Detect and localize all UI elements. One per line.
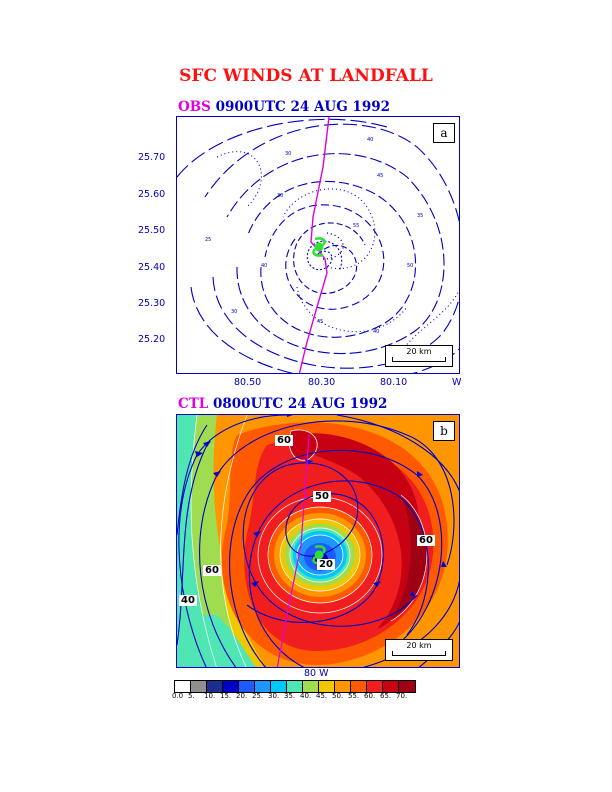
legend-swatch: [383, 681, 399, 692]
svg-text:40: 40: [261, 263, 267, 269]
panel-a-plot: 30 40 30 45 25 30 50 40 45 35 40 55 a 20 km: [176, 116, 460, 374]
panel-b-contour-label: 50: [313, 491, 331, 502]
legend-label: 30.: [268, 692, 280, 700]
panel-a-xtick: 80.50: [234, 377, 262, 388]
panel-b-title: CTL 0800UTC 24 AUG 1992: [178, 396, 387, 412]
svg-text:50: 50: [407, 263, 413, 269]
svg-text:40: 40: [373, 329, 379, 335]
legend-swatch: [175, 681, 191, 692]
legend-swatch: [399, 681, 415, 692]
panel-a-time: 0900UTC 24 AUG 1992: [215, 99, 390, 115]
legend-label: 25.: [252, 692, 264, 700]
legend-swatch: [223, 681, 239, 692]
panel-a-ytick: 25.40: [138, 262, 166, 273]
legend-swatch: [287, 681, 303, 692]
panel-a-tag: OBS: [178, 99, 211, 115]
panel-a-letter: a: [433, 123, 455, 143]
legend-swatch: [239, 681, 255, 692]
legend-swatch: [351, 681, 367, 692]
panel-b-contour-label: 60: [275, 435, 293, 446]
svg-text:25: 25: [205, 237, 211, 243]
color-legend: [174, 680, 416, 693]
legend-swatch: [367, 681, 383, 692]
panel-a-ytick: 25.60: [138, 189, 166, 200]
legend-label: 15.: [220, 692, 232, 700]
legend-swatch: [191, 681, 207, 692]
legend-label: 70.: [396, 692, 408, 700]
panel-b-wind-field: [177, 415, 459, 667]
svg-text:45: 45: [377, 173, 383, 179]
legend-label: 55.: [348, 692, 360, 700]
legend-swatch: [335, 681, 351, 692]
panel-a-scale-line: [392, 357, 446, 362]
panel-a-scale-bar: 20 km: [385, 345, 453, 367]
panel-b-scale-line: [392, 651, 446, 656]
panel-a-ytick: 25.70: [138, 152, 166, 163]
panel-a-ytick: 25.30: [138, 298, 166, 309]
legend-swatch: [271, 681, 287, 692]
figure-title: SFC WINDS AT LANDFALL: [179, 66, 433, 86]
svg-text:40: 40: [367, 137, 373, 143]
legend-swatch: [255, 681, 271, 692]
legend-label: 65.: [380, 692, 392, 700]
panel-b-plot: 60 60 60 20 50 40 b 20 km: [176, 414, 460, 668]
panel-a-contours: 30 40 30 45 25 30 50 40 45 35 40 55: [177, 117, 459, 373]
svg-text:35: 35: [417, 213, 423, 219]
panel-a-xtick: W: [452, 377, 462, 388]
panel-b-scale-label: 20 km: [406, 641, 432, 650]
legend-label: 10.: [204, 692, 216, 700]
panel-b-x-label: 80 W: [304, 668, 329, 679]
panel-b-contour-label: 20: [317, 559, 335, 570]
legend-label: 40.: [300, 692, 312, 700]
svg-text:30: 30: [277, 193, 283, 199]
legend-label: 45.: [316, 692, 328, 700]
panel-a-scale-label: 20 km: [406, 347, 432, 356]
panel-a-ytick: 25.50: [138, 225, 166, 236]
panel-b-letter: b: [433, 421, 455, 441]
legend-label: 20.: [236, 692, 248, 700]
panel-a-title: OBS 0900UTC 24 AUG 1992: [178, 99, 390, 115]
legend-label: 35.: [284, 692, 296, 700]
panel-a-xtick: 80.10: [380, 377, 408, 388]
legend-label: 50.: [332, 692, 344, 700]
legend-swatch: [303, 681, 319, 692]
legend-label: 5.: [188, 692, 195, 700]
svg-text:30: 30: [231, 309, 237, 315]
panel-a-ytick: 25.20: [138, 334, 166, 345]
svg-text:45: 45: [317, 319, 323, 325]
panel-b-contour-label: 40: [179, 595, 197, 606]
panel-b-contour-label: 60: [417, 535, 435, 546]
panel-b-time: 0800UTC 24 AUG 1992: [213, 396, 388, 412]
panel-b-tag: CTL: [178, 396, 209, 412]
svg-text:55: 55: [353, 223, 359, 229]
svg-text:30: 30: [285, 151, 291, 157]
panel-b-contour-label: 60: [203, 565, 221, 576]
panel-b-scale-bar: 20 km: [385, 639, 453, 661]
legend-label: 60.: [364, 692, 376, 700]
legend-label: 0.0: [172, 692, 184, 700]
legend-swatch: [319, 681, 335, 692]
panel-a-xtick: 80.30: [308, 377, 336, 388]
legend-swatch: [207, 681, 223, 692]
